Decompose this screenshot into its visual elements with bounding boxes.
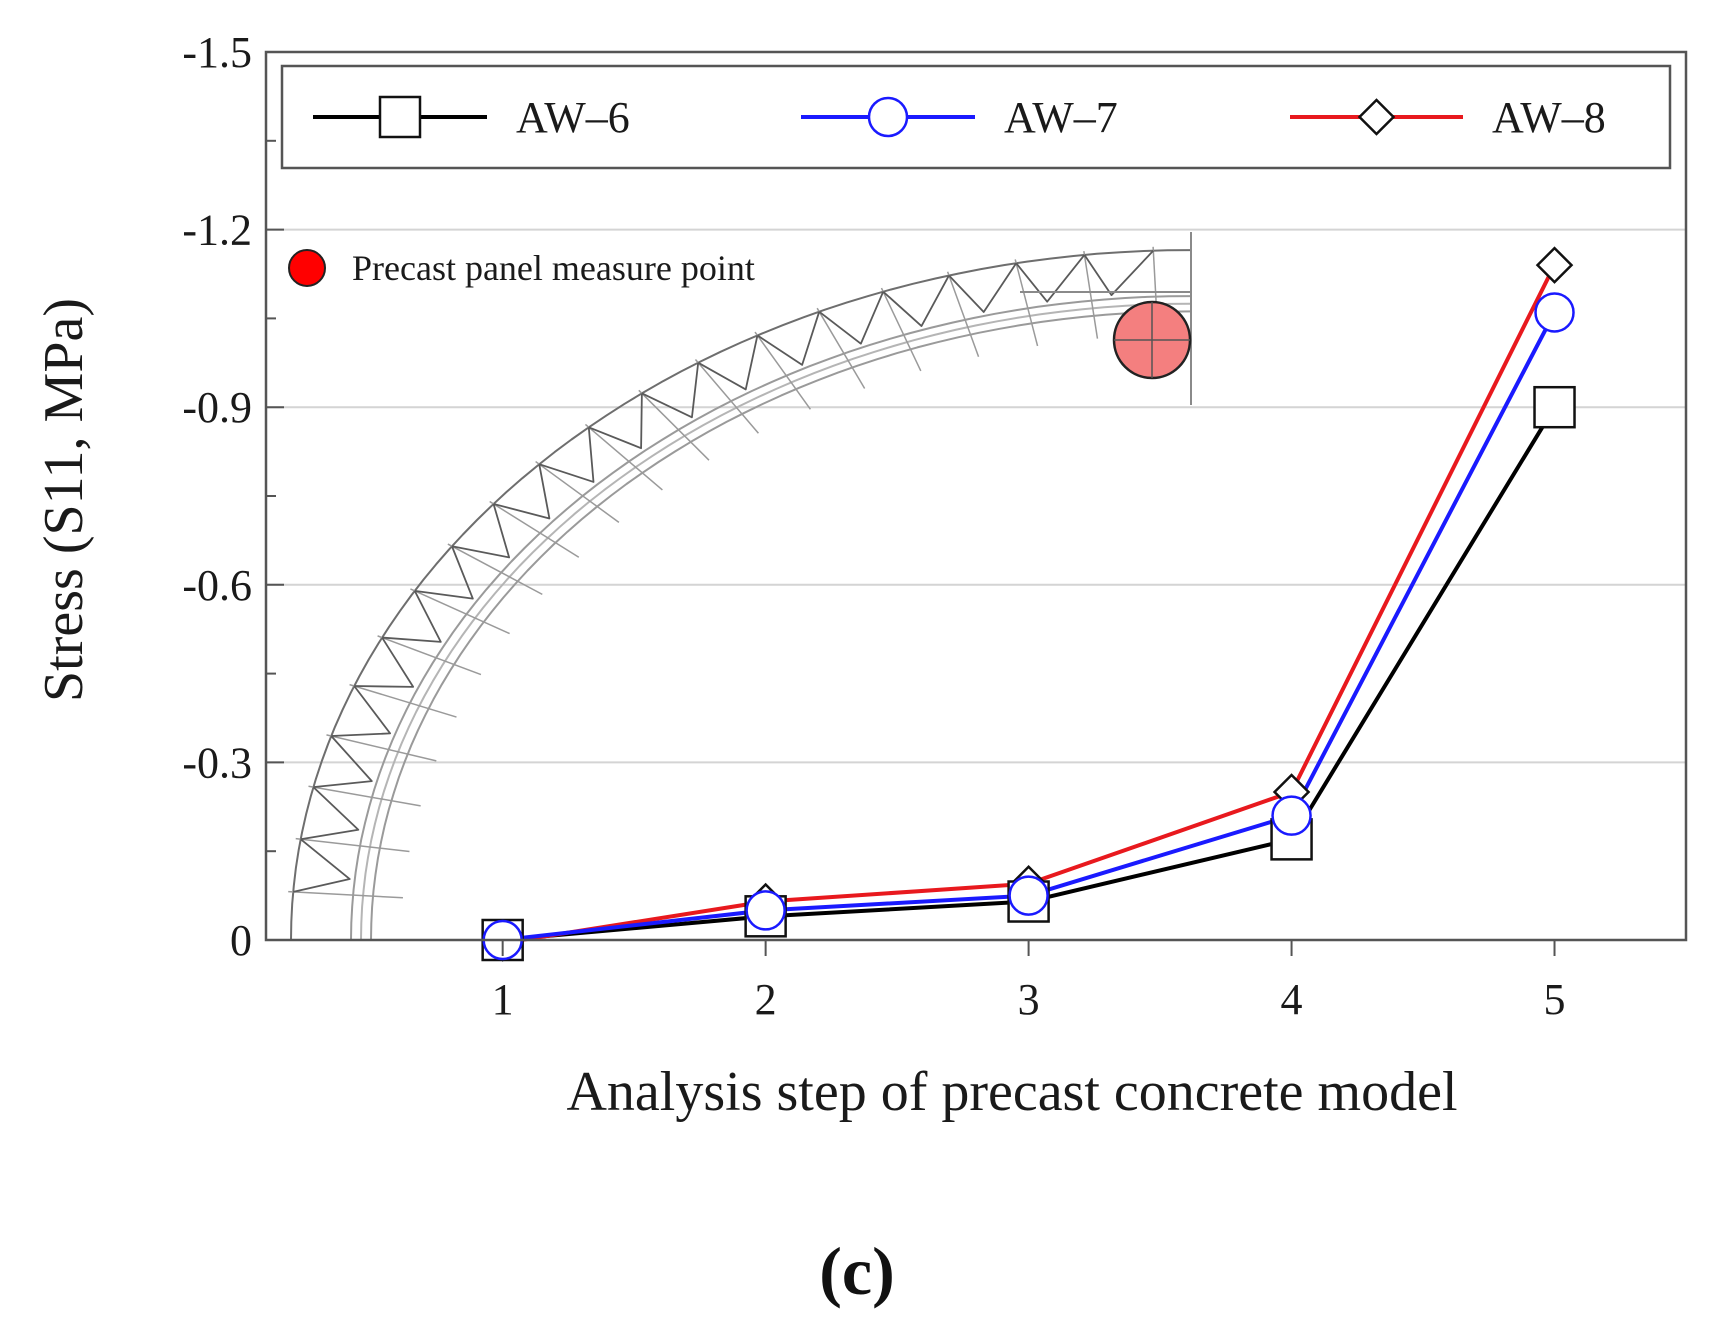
arch-rib bbox=[288, 890, 403, 899]
arch-rib bbox=[447, 543, 543, 596]
arch-rib bbox=[377, 635, 482, 676]
arch-truss-member bbox=[641, 362, 700, 419]
arch-panel-schematic: Precast panel measure point bbox=[288, 232, 1192, 941]
arch-truss bbox=[292, 250, 1154, 893]
panel-label: (c) bbox=[819, 1233, 894, 1309]
marker-circle bbox=[1008, 875, 1049, 916]
arch-rib bbox=[489, 500, 580, 558]
x-axis: 1 2 3 4 5 bbox=[492, 940, 1566, 1024]
arch-rib bbox=[308, 785, 421, 807]
arch-truss-member bbox=[313, 735, 373, 789]
x-tick-label: 1 bbox=[492, 975, 514, 1024]
measure-point-label: Precast panel measure point bbox=[352, 248, 755, 288]
x-tick-label: 5 bbox=[1544, 975, 1566, 1024]
y-tick-label: -1.2 bbox=[182, 206, 252, 255]
marker-circle bbox=[1271, 795, 1312, 836]
arch-truss-member bbox=[588, 393, 643, 450]
arch-truss-member bbox=[300, 786, 360, 841]
arch-rib bbox=[1083, 250, 1099, 339]
arch-rib bbox=[410, 588, 510, 635]
series-layer bbox=[481, 246, 1576, 962]
x-tick-label: 4 bbox=[1281, 975, 1303, 1024]
arch-truss-member bbox=[538, 427, 595, 483]
legend-marker-diamond bbox=[1357, 98, 1396, 136]
legend-marker-square bbox=[378, 95, 422, 139]
arch-truss-member bbox=[948, 262, 1017, 313]
y-axis: 0 -0.3 -0.6 -0.9 -1.2 -1.5 bbox=[182, 28, 284, 965]
arch-rib bbox=[880, 287, 922, 372]
legend-label: AW–7 bbox=[1004, 93, 1118, 142]
arch-rib bbox=[349, 683, 457, 718]
arch-truss-member bbox=[697, 335, 759, 391]
arch-truss-member bbox=[882, 275, 950, 327]
y-tick-label: -1.5 bbox=[182, 28, 252, 77]
arch-rib bbox=[584, 423, 663, 491]
arch-truss-member bbox=[818, 291, 885, 345]
arch-rib bbox=[694, 358, 759, 434]
y-tick-label: 0 bbox=[230, 916, 252, 965]
legend-label: AW–6 bbox=[516, 93, 630, 142]
arch-rib bbox=[946, 271, 980, 357]
y-axis-title: Stress (S11, MPa) bbox=[33, 298, 95, 702]
arch-inner-edge-3 bbox=[370, 310, 1192, 941]
arch-truss-member bbox=[1083, 250, 1154, 296]
arch-rib bbox=[1014, 259, 1039, 347]
marker-circle bbox=[1534, 292, 1575, 333]
arch-truss-member bbox=[292, 838, 351, 893]
arch-rib bbox=[638, 389, 710, 461]
legend-marker-circle bbox=[867, 96, 909, 138]
arch-inner-edge-1 bbox=[350, 295, 1192, 941]
legend-items: AW–6 AW–7 AW–8 bbox=[313, 93, 1606, 142]
arch-truss-member bbox=[493, 464, 551, 520]
arch-truss-member bbox=[756, 311, 821, 366]
arch-truss-member bbox=[382, 590, 442, 643]
arch-inner-edge-2 bbox=[360, 302, 1192, 941]
arch-rib bbox=[754, 331, 812, 410]
marker-square bbox=[1533, 385, 1576, 429]
arch-truss-member bbox=[414, 545, 474, 600]
legend: AW–6 AW–7 AW–8 bbox=[280, 64, 1672, 170]
marker-diamond bbox=[1535, 246, 1574, 284]
y-tick-label: -0.3 bbox=[182, 738, 252, 787]
arch-truss-member bbox=[331, 685, 392, 737]
arch-truss-member bbox=[451, 503, 511, 559]
arch-rib bbox=[535, 460, 620, 523]
arch-outer-edge bbox=[290, 249, 1192, 941]
x-axis-title: Analysis step of precast concrete model bbox=[566, 1061, 1457, 1123]
arch-rib bbox=[326, 734, 437, 762]
arch-truss-member bbox=[354, 637, 415, 688]
arch-rib bbox=[816, 307, 866, 389]
y-tick-label: -0.6 bbox=[182, 561, 252, 610]
measure-point-legend-dot bbox=[288, 249, 326, 287]
x-tick-label: 3 bbox=[1018, 975, 1040, 1024]
arch-truss-member bbox=[1015, 254, 1086, 303]
marker-circle bbox=[745, 890, 786, 931]
y-tick-label: -0.9 bbox=[182, 383, 252, 432]
legend-label: AW–8 bbox=[1492, 93, 1606, 142]
x-tick-label: 2 bbox=[755, 975, 777, 1024]
arch-rib bbox=[295, 837, 410, 853]
arch-ribs bbox=[288, 246, 1159, 899]
